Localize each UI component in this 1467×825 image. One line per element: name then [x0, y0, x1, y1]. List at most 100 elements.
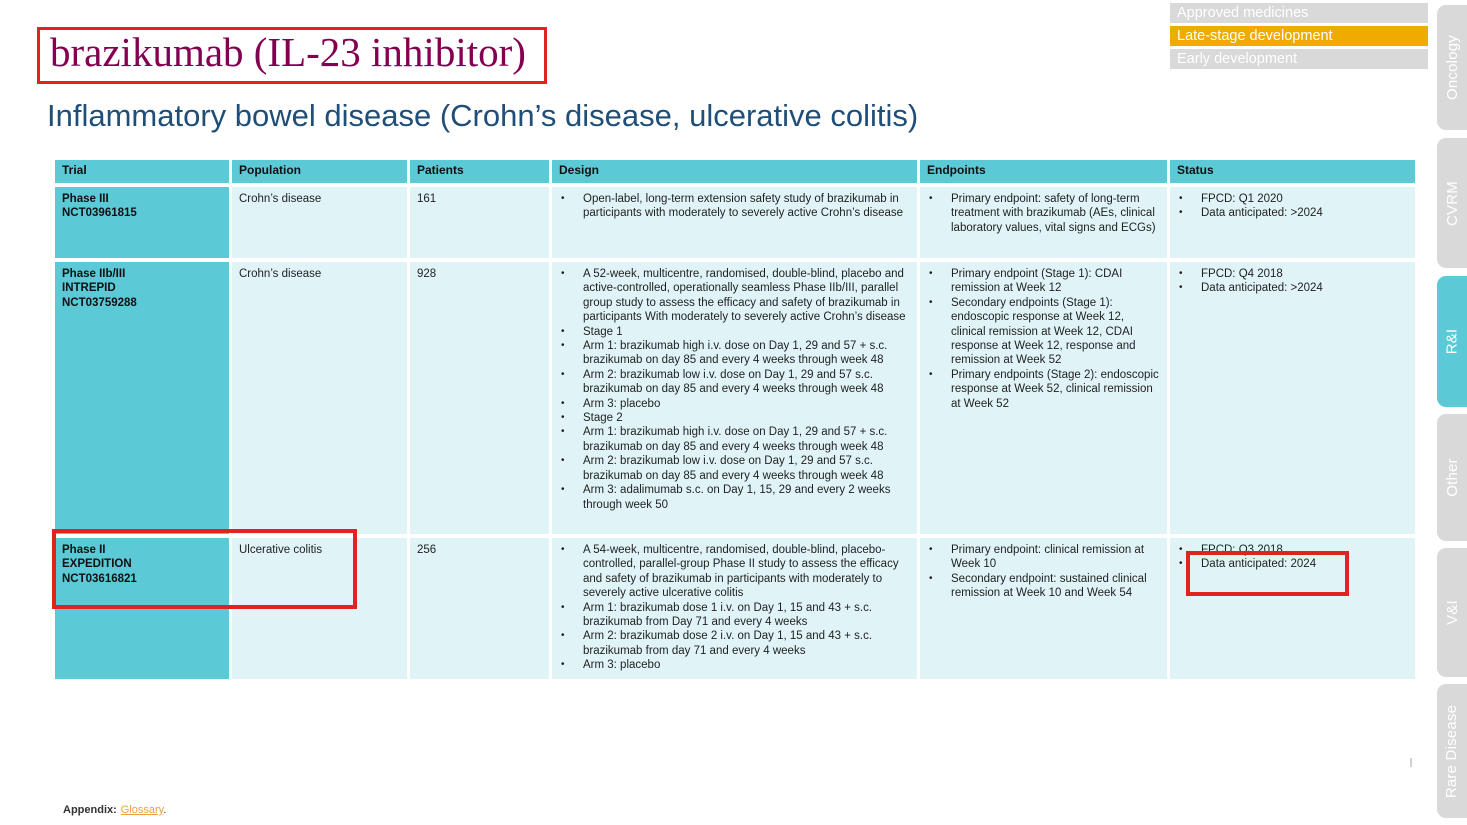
bullet-item: • Data anticipated: >2024 — [1177, 281, 1407, 295]
trial-line: Phase III — [62, 193, 109, 205]
bullet-item: • Data anticipated: 2024 — [1177, 557, 1407, 571]
bullet-text: Primary endpoint: safety of long-term tr… — [951, 193, 1156, 234]
glossary-link[interactable]: Glossary — [120, 804, 164, 816]
annotation-box-trial-population — [52, 529, 357, 609]
trial-line: EXPEDITION — [62, 558, 132, 571]
bullet-text: Arm 3: placebo — [583, 659, 661, 672]
bullet-item: • Primary endpoint (Stage 1): CDAI remiss… — [927, 267, 1159, 296]
bullet-item: • Arm 3: adalimumab s.c. on Day 1, 15, 29… — [559, 483, 909, 512]
column-header-design: Design — [552, 160, 920, 183]
patients-cell: 256 — [410, 538, 552, 679]
status-cell: • FPCD: Q3 2018 • Data anticipated: 2024 — [1170, 538, 1415, 679]
bullet-item: • Open-label, long-term extension safety … — [559, 192, 909, 221]
tab-r-i[interactable]: R&I — [1437, 276, 1467, 407]
table-row: Phase IIb/III INTREPID NCT03759288 Crohn’s … — [55, 262, 1415, 534]
bullet-text: A 54-week, multicentre, randomised, doub… — [583, 544, 899, 600]
bullet-text: Arm 2: brazikumab low i.v. dose on Day 1… — [583, 455, 884, 482]
bullet-text: Arm 2: brazikumab dose 2 i.v. on Day 1, … — [583, 630, 873, 657]
trial-line: INTREPID — [62, 282, 116, 295]
bullet-item: • A 54-week, multicentre, randomised, dou… — [559, 543, 909, 601]
page-title: brazikumab (IL-23 inhibitor) — [50, 29, 526, 75]
trial-line: Phase II — [62, 544, 106, 556]
population-cell: Crohn’s disease — [232, 187, 410, 258]
endpoints-cell: • Primary endpoint (Stage 1): CDAI remiss… — [920, 262, 1170, 534]
bullet-item: • FPCD: Q1 2020 — [1177, 192, 1407, 206]
bullet-marker: • — [561, 544, 565, 555]
bullet-text: Arm 3: adalimumab s.c. on Day 1, 15, 29 … — [583, 484, 891, 511]
patients-cell: 161 — [410, 187, 552, 258]
legend-item-approved-medicines: Approved medicines — [1170, 3, 1428, 23]
bullet-marker: • — [1179, 558, 1183, 570]
trial-line: Phase IIb/III — [62, 268, 126, 280]
bullet-marker: • — [929, 296, 933, 308]
bullet-marker: • — [561, 630, 565, 642]
tab-label: R&I — [1443, 328, 1461, 355]
bullet-marker: • — [561, 484, 565, 496]
bullet-item: • Arm 3: placebo — [559, 658, 909, 672]
annotation-box-data-anticipated — [1186, 551, 1349, 596]
bullet-item: • Arm 1: brazikumab high i.v. dose on Day… — [559, 339, 909, 368]
bullet-text: Data anticipated: >2024 — [1201, 282, 1323, 295]
table-header-row: Trial Population Patients Design Endpoints St… — [55, 160, 1415, 183]
bullet-text: Secondary endpoint: sustained clinical r… — [951, 572, 1147, 600]
bullet-item: • Secondary endpoint: sustained clinical … — [927, 572, 1159, 601]
bullet-marker: • — [561, 325, 565, 337]
bullet-text: Arm 2: brazikumab low i.v. dose on Day 1… — [583, 368, 884, 396]
bullet-item: • Primary endpoint: clinical remission at… — [927, 543, 1159, 572]
trial-line: NCT03961815 — [62, 207, 137, 220]
bullet-item: • Arm 2: brazikumab low i.v. dose on Day … — [559, 368, 909, 397]
table-row: Phase III NCT03961815 Crohn’s disease 161 • O… — [55, 187, 1415, 258]
bullet-text: FPCD: Q4 2018 — [1201, 268, 1283, 280]
bullet-text: Stage 2 — [583, 412, 623, 425]
bullet-marker: • — [929, 193, 933, 204]
bullet-marker: • — [1179, 207, 1183, 219]
column-header-population: Population — [232, 160, 410, 183]
bullet-text: A 52-week, multicentre, randomised, doub… — [583, 268, 906, 324]
bullet-marker: • — [1179, 193, 1183, 204]
development-stage-legend: Approved medicines Late-stage development… — [1170, 3, 1428, 72]
bullet-text: Primary endpoints (Stage 2): endoscopic … — [951, 368, 1159, 410]
bullet-marker: • — [929, 268, 933, 279]
bullet-marker: • — [561, 193, 565, 204]
therapy-area-tabs: Oncology CVRM R&I Other V&I Rare Disease — [1437, 0, 1467, 825]
endpoints-cell: • Primary endpoint: safety of long-term t… — [920, 187, 1170, 258]
design-cell: • A 52-week, multicentre, randomised, dou… — [552, 262, 920, 534]
column-header-endpoints: Endpoints — [920, 160, 1170, 183]
legend-item-late-stage-development: Late-stage development — [1170, 26, 1428, 46]
bullet-marker: • — [561, 659, 565, 671]
bullet-marker: • — [561, 601, 565, 613]
bullet-text: Data anticipated: 2024 — [1201, 558, 1317, 571]
tab-other[interactable]: Other — [1437, 414, 1467, 541]
bullet-item: • Stage 2 — [559, 411, 909, 425]
tab-rare-disease[interactable]: Rare Disease — [1437, 684, 1467, 818]
tab-label: Other — [1443, 458, 1461, 497]
population-cell: Crohn’s disease — [232, 262, 410, 534]
bullet-text: Data anticipated: >2024 — [1201, 207, 1323, 220]
tab-label: V&I — [1443, 600, 1461, 625]
bullet-marker: • — [1179, 544, 1183, 555]
bullet-marker: • — [929, 572, 933, 584]
bullet-text: Primary endpoint: clinical remission at … — [951, 544, 1145, 571]
trial-line: NCT03616821 — [62, 572, 137, 585]
bullet-text: Arm 3: placebo — [583, 397, 661, 410]
trial-cell: Phase III NCT03961815 — [55, 187, 232, 258]
bullet-item: • Arm 2: brazikumab dose 2 i.v. on Day 1,… — [559, 629, 909, 658]
title-highlight-box: brazikumab (IL-23 inhibitor) — [37, 27, 547, 84]
appendix-period: . — [163, 804, 167, 816]
status-cell: • FPCD: Q1 2020 • Data anticipated: >2024 — [1170, 187, 1415, 258]
bullet-text: Open-label, long-term extension safety s… — [583, 193, 904, 220]
appendix-label: Appendix: — [63, 804, 117, 816]
legend-item-early-development: Early development — [1170, 49, 1428, 69]
bullet-marker: • — [561, 268, 565, 279]
tab-v-i[interactable]: V&I — [1437, 548, 1467, 677]
tab-oncology[interactable]: Oncology — [1437, 5, 1467, 130]
bullet-item: • Primary endpoints (Stage 2): endoscopic… — [927, 368, 1159, 411]
bullet-item: • Data anticipated: >2024 — [1177, 206, 1407, 220]
design-cell: • A 54-week, multicentre, randomised, dou… — [552, 538, 920, 679]
tab-cvrm[interactable]: CVRM — [1437, 138, 1467, 268]
tab-label: Rare Disease — [1443, 704, 1461, 798]
bullet-item: • Arm 3: placebo — [559, 397, 909, 411]
tab-label: CVRM — [1443, 180, 1461, 226]
bullet-text: Secondary endpoints (Stage 1): endoscopi… — [951, 296, 1136, 367]
